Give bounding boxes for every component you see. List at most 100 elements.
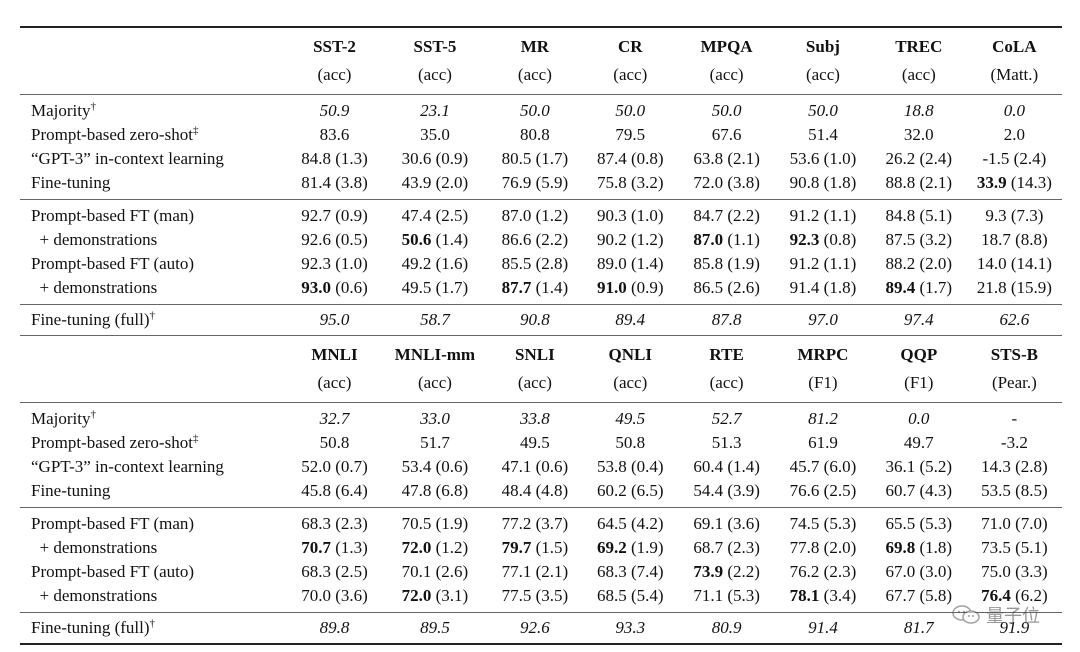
- dataset-name: QQP: [870, 335, 967, 370]
- value-cell: 97.0: [775, 304, 871, 336]
- metric-name: (acc): [517, 373, 552, 392]
- score-value: 75.8: [596, 173, 627, 192]
- score-value: 70.0: [301, 586, 331, 605]
- metric-name: (acc): [709, 373, 744, 392]
- std-dev: (1.0): [819, 149, 857, 168]
- score-value: 86.5: [693, 278, 724, 297]
- dataset-name: SST-2: [286, 26, 383, 62]
- dataset-name: CoLA: [966, 26, 1062, 62]
- score-value: 76.2: [789, 562, 820, 581]
- header-metric-row: (acc) (acc) (acc) (acc) (acc) (F1) (F1) (Pear.): [20, 370, 1062, 403]
- std-dev: (1.9): [626, 538, 664, 557]
- value-cell: 97.4: [870, 304, 967, 336]
- value-cell: 53.5 (8.5): [967, 479, 1062, 508]
- value-cell: 80.5 (1.7): [487, 147, 582, 171]
- table-row: Majority† 32.7 33.0 33.8 49.5 52.7 81.2 0.0 -: [20, 402, 1062, 431]
- score-value: 87.7: [501, 278, 532, 297]
- footnote-marker: †: [149, 617, 156, 630]
- value-cell: 35.0: [382, 123, 487, 147]
- std-dev: (0.8): [819, 230, 857, 249]
- table-row: Prompt-based FT (man) 92.7 (0.9) 47.4 (2.5…: [20, 199, 1062, 228]
- score-value: 68.3: [596, 562, 627, 581]
- dataset-name: MPQA: [678, 26, 776, 62]
- score-value: 47.8: [401, 481, 432, 500]
- score-value: 61.9: [808, 433, 838, 452]
- method-label: Prompt-based FT (man): [20, 199, 287, 228]
- table-row: + demonstrations 92.6 (0.5) 50.6 (1.4) 86.6…: [20, 228, 1062, 252]
- header-metric-row: (acc) (acc) (acc) (acc) (acc) (acc) (acc) (Matt…: [20, 62, 1062, 95]
- score-value: 18.7: [981, 230, 1011, 249]
- value-cell: 89.4: [582, 304, 679, 336]
- score-value: 92.3: [789, 230, 820, 249]
- score-value: 85.5: [501, 254, 532, 273]
- method-label: + demonstrations: [20, 228, 287, 252]
- score-value: 83.6: [319, 125, 350, 144]
- value-cell: 84.8 (5.1): [870, 199, 967, 228]
- score-value: 79.5: [615, 125, 646, 144]
- table-row: Fine-tuning 45.8 (6.4) 47.8 (6.8) 48.4 (4.8…: [20, 479, 1062, 508]
- watermark-text: 量子位: [986, 606, 1040, 627]
- score-value: 88.2: [885, 254, 916, 273]
- score-value: 76.4: [981, 586, 1011, 605]
- score-value: 53.6: [789, 149, 820, 168]
- value-cell: 79.5: [582, 123, 678, 147]
- score-value: 77.5: [501, 586, 532, 605]
- value-cell: 63.8 (2.1): [678, 147, 775, 171]
- metric-name: (F1): [808, 373, 838, 392]
- value-cell: 87.8: [678, 304, 776, 336]
- value-cell: 69.2 (1.9): [582, 536, 678, 560]
- score-value: 71.1: [693, 586, 724, 605]
- std-dev: (1.8): [819, 278, 857, 297]
- value-cell: 70.0 (3.6): [287, 584, 383, 613]
- footnote-marker: †: [149, 309, 156, 322]
- score-value: 50.6: [401, 230, 432, 249]
- std-dev: (1.7): [431, 278, 469, 297]
- metric-name: (acc): [613, 373, 648, 392]
- value-cell: 90.8 (1.8): [775, 171, 871, 200]
- std-dev: (3.8): [330, 173, 368, 192]
- std-dev: (14.3): [1006, 173, 1052, 192]
- dataset-name: MNLI: [286, 335, 383, 370]
- std-dev: (3.5): [531, 586, 569, 605]
- score-value: 80.8: [520, 125, 550, 144]
- value-cell: 72.0 (1.2): [382, 536, 487, 560]
- table-row: Prompt-based zero-shot‡ 50.8 51.7 49.5 50.8 5…: [20, 431, 1062, 455]
- score-value: 90.8: [520, 310, 550, 329]
- value-cell: 53.8 (0.4): [582, 455, 678, 479]
- score-value: 50.0: [520, 101, 550, 120]
- score-value: -1.5: [982, 149, 1010, 168]
- value-cell: 68.3 (2.3): [286, 507, 383, 536]
- std-dev: (2.6): [723, 278, 760, 297]
- dataset-name: CR: [582, 26, 679, 62]
- score-value: 80.9: [711, 618, 742, 637]
- dataset-name: TREC: [870, 26, 967, 62]
- std-dev: (14.1): [1006, 254, 1052, 273]
- score-value: 69.8: [885, 538, 916, 557]
- value-cell: 45.7 (6.0): [775, 455, 871, 479]
- std-dev: (2.5): [819, 481, 857, 500]
- dataset-name: MNLI-mm: [382, 335, 488, 370]
- std-dev: (1.0): [330, 254, 368, 273]
- value-cell: -: [966, 402, 1062, 431]
- full-finetuning-row: Fine-tuning (full)† 95.0 58.7 90.8 89.4 87.8 9…: [20, 304, 1062, 336]
- std-dev: (1.4): [531, 278, 569, 297]
- value-cell: 79.7 (1.5): [487, 536, 582, 560]
- score-value: 81.2: [808, 409, 838, 428]
- value-cell: 87.0 (1.2): [487, 199, 583, 228]
- score-value: 86.6: [501, 230, 532, 249]
- full-finetuning-row: Fine-tuning (full)† 89.8 89.5 92.6 93.3 80.9 9…: [20, 612, 1062, 645]
- std-dev: (2.3): [330, 514, 368, 533]
- value-cell: 93.3: [582, 612, 679, 645]
- score-value: 89.5: [420, 618, 450, 637]
- std-dev: (3.6): [330, 586, 368, 605]
- score-value: 14.3: [981, 457, 1011, 476]
- std-dev: (2.5): [330, 562, 368, 581]
- std-dev: (0.6): [531, 457, 569, 476]
- score-value: 93.3: [615, 618, 646, 637]
- value-cell: 45.8 (6.4): [287, 479, 383, 508]
- value-cell: 52.0 (0.7): [287, 455, 383, 479]
- score-value: 9.3: [985, 206, 1007, 225]
- std-dev: (3.7): [531, 514, 569, 533]
- score-value: 65.5: [885, 514, 916, 533]
- std-dev: (2.2): [723, 562, 760, 581]
